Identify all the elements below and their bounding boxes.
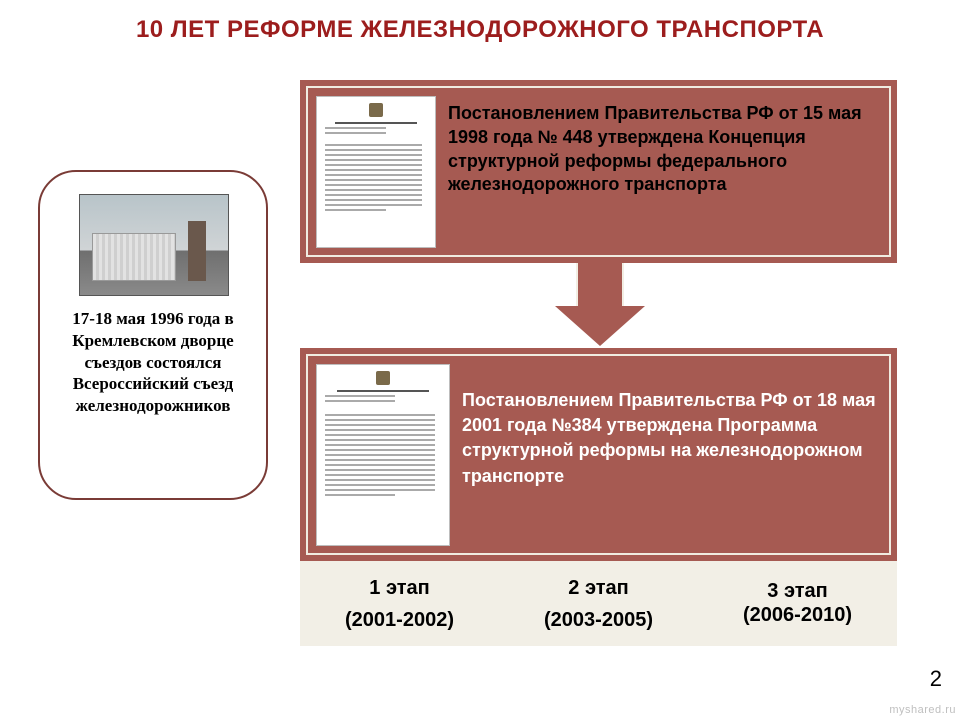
left-panel: 17-18 мая 1996 года в Кремлевском дворце…	[38, 170, 268, 500]
stage-3: 3 этап (2006-2010)	[698, 561, 897, 646]
photo-frame	[73, 188, 233, 300]
decree-top-box: Постановлением Правительства РФ от 15 ма…	[300, 80, 897, 263]
decree-bottom-text: Постановлением Правительства РФ от 18 ма…	[462, 356, 889, 495]
decree-bottom-document-icon	[316, 364, 450, 546]
decree-top-document-icon	[316, 96, 436, 248]
stage-3-years: (2006-2010)	[698, 604, 897, 628]
page-number: 2	[930, 666, 942, 692]
stage-2-name: 2 этап	[499, 574, 698, 602]
stage-2-years: (2003-2005)	[499, 606, 698, 634]
decree-top-inner: Постановлением Правительства РФ от 15 ма…	[306, 86, 891, 257]
stage-3-name: 3 этап	[698, 580, 897, 604]
decree-bottom-inner: Постановлением Правительства РФ от 18 ма…	[306, 354, 891, 555]
slide-title: 10 ЛЕТ РЕФОРМЕ ЖЕЛЕЗНОДОРОЖНОГО ТРАНСПОР…	[0, 16, 960, 44]
slide-root: 10 ЛЕТ РЕФОРМЕ ЖЕЛЕЗНОДОРОЖНОГО ТРАНСПОР…	[0, 0, 960, 720]
stage-1-name: 1 этап	[300, 574, 499, 602]
decree-top-text: Постановлением Правительства РФ от 15 ма…	[446, 88, 889, 203]
stage-1: 1 этап (2001-2002)	[300, 561, 499, 646]
stage-2: 2 этап (2003-2005)	[499, 561, 698, 646]
watermark: myshared.ru	[889, 704, 956, 716]
decree-bottom-box: Постановлением Правительства РФ от 18 ма…	[300, 348, 897, 561]
left-panel-caption: 17-18 мая 1996 года в Кремлевском дворце…	[50, 308, 256, 417]
arrow-down-icon	[555, 263, 645, 348]
stages-bar: 1 этап (2001-2002) 2 этап (2003-2005) 3 …	[300, 561, 897, 646]
kremlin-photo	[79, 194, 229, 296]
stage-1-years: (2001-2002)	[300, 606, 499, 634]
